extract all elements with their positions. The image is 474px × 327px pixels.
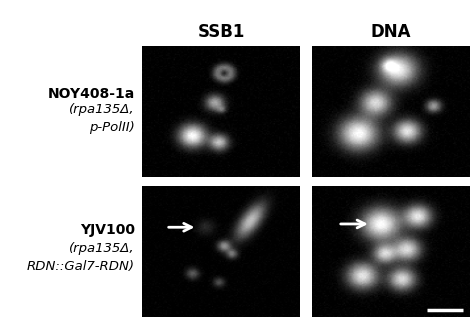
Text: p-PolII): p-PolII) (89, 121, 135, 134)
Text: YJV100: YJV100 (80, 223, 135, 237)
Text: RDN::Gal7-RDN): RDN::Gal7-RDN) (27, 260, 135, 273)
Text: NOY408-1a: NOY408-1a (48, 87, 135, 101)
Text: DNA: DNA (370, 23, 410, 41)
Text: (rpa135Δ,: (rpa135Δ, (70, 103, 135, 116)
Text: (rpa135Δ,: (rpa135Δ, (70, 242, 135, 255)
Text: SSB1: SSB1 (197, 23, 245, 41)
